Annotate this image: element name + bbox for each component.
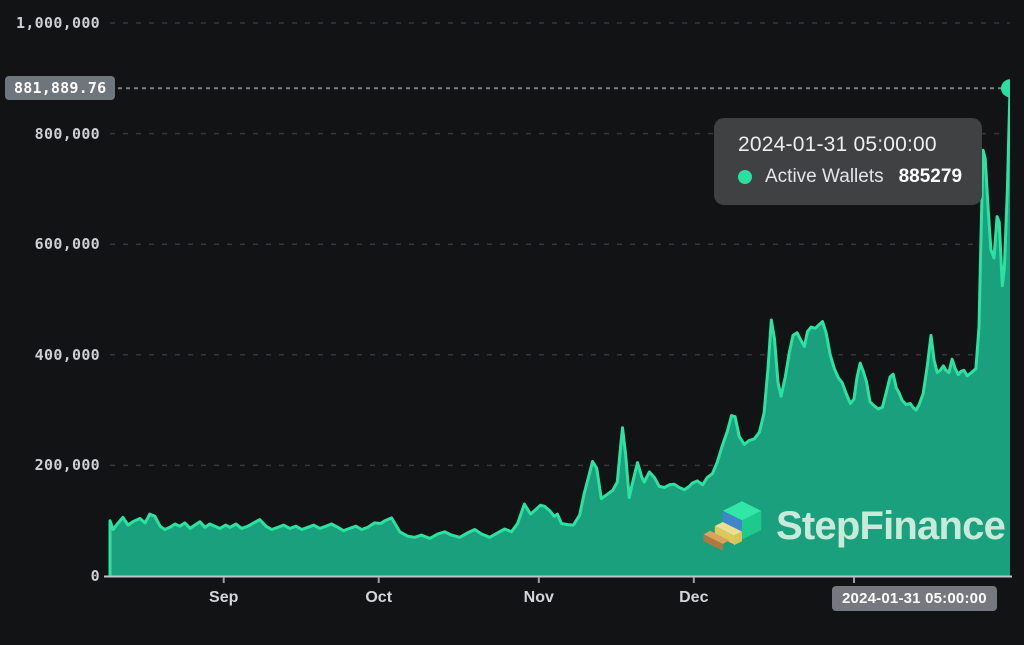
current-value-badge: 881,889.76 <box>5 76 116 100</box>
x-tick-label: Sep <box>209 589 239 606</box>
tooltip-date: 2024-01-31 05:00:00 <box>738 133 937 156</box>
x-tick-label: Oct <box>365 589 393 606</box>
stepfinance-logo-icon <box>703 501 762 551</box>
y-tick-label: 1,000,000 <box>16 14 100 32</box>
series-dot-icon <box>738 170 752 184</box>
y-tick-label: 400,000 <box>34 345 100 364</box>
y-tick-label: 0 <box>90 567 100 585</box>
tooltip-row: Active Wallets 885279 <box>738 166 982 188</box>
tooltip-series-value: 885279 <box>898 166 963 187</box>
y-tick-label: 200,000 <box>34 456 100 475</box>
y-tick-label: 600,000 <box>34 235 100 254</box>
chart-tooltip: 2024-01-31 05:00:00 Active Wallets 88527… <box>714 118 982 205</box>
latest-point-dot <box>1001 79 1010 98</box>
stepfinance-logo: StepFinance <box>702 497 1006 555</box>
x-tick-label: Dec <box>679 589 709 606</box>
area-line <box>108 86 1010 578</box>
hovered-date-badge: 2024-01-31 05:00:00 <box>832 586 997 611</box>
y-tick-label: 800,000 <box>34 124 100 143</box>
tooltip-series-label: Active Wallets <box>765 166 884 187</box>
stepfinance-wordmark: StepFinance <box>776 503 1006 548</box>
area-fill <box>110 88 1010 577</box>
x-tick-label: Nov <box>523 589 554 606</box>
